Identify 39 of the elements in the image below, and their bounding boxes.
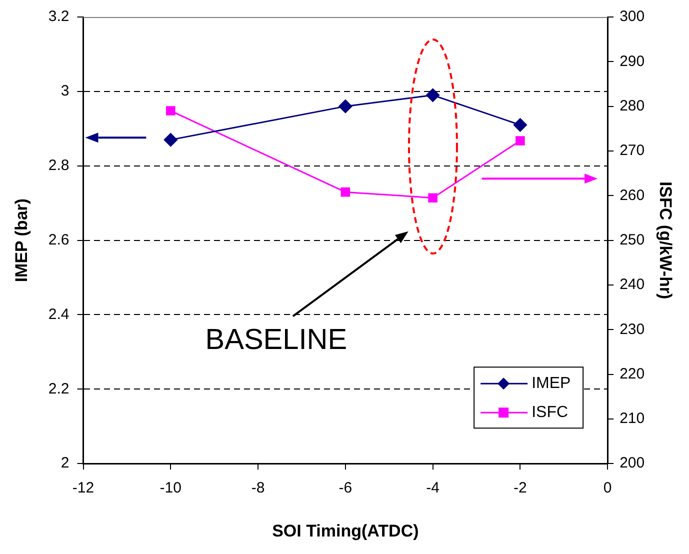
y-tick-label: 2.6 xyxy=(48,231,70,248)
y2-tick-label: 230 xyxy=(620,320,645,338)
point xyxy=(513,118,527,132)
y-tick-label: 2.4 xyxy=(48,306,70,323)
x-tick-label: -4 xyxy=(426,480,440,497)
annotation: BASELINE xyxy=(205,324,348,356)
x-tick-label: -8 xyxy=(251,480,265,497)
x-axis-title: SOI Timing(ATDC) xyxy=(272,521,419,540)
y-tick-label: 2.2 xyxy=(48,380,70,398)
y2-tick-label: 210 xyxy=(620,410,645,428)
legend-label: IMEP xyxy=(532,375,571,392)
point xyxy=(166,106,176,116)
y2-tick-label: 220 xyxy=(620,365,645,382)
x-tick-label: -10 xyxy=(160,480,182,497)
legend-label: ISFC xyxy=(532,404,568,422)
point xyxy=(516,136,525,146)
y2-tick-label: 260 xyxy=(620,186,645,204)
y-axis-title: IMEP (bar) xyxy=(12,198,31,282)
point xyxy=(426,88,440,102)
y-tick-label: 2 xyxy=(60,454,70,472)
y-tick-label: 2.8 xyxy=(48,157,70,174)
point xyxy=(340,187,350,197)
y-tick-label: 3 xyxy=(60,82,70,100)
point xyxy=(428,193,438,203)
y-tick-label: 3.2 xyxy=(48,8,70,26)
y2-axis-title: ISFC (g/kW-hr) xyxy=(656,181,676,300)
x-tick-label: -6 xyxy=(338,480,352,497)
x-tick-label: 0 xyxy=(603,480,612,497)
y2-tick-label: 290 xyxy=(620,52,645,70)
x-tick-label: -2 xyxy=(514,480,527,497)
point xyxy=(164,133,178,147)
y2-tick-label: 270 xyxy=(620,142,645,160)
x-tick-label: -12 xyxy=(72,480,94,497)
y2-tick-label: 240 xyxy=(620,276,645,294)
y2-tick-label: 250 xyxy=(620,231,645,248)
point xyxy=(338,100,352,114)
y2-tick-label: 200 xyxy=(620,454,645,472)
y2-tick-label: 280 xyxy=(620,97,645,114)
y2-tick-label: 300 xyxy=(620,8,645,26)
